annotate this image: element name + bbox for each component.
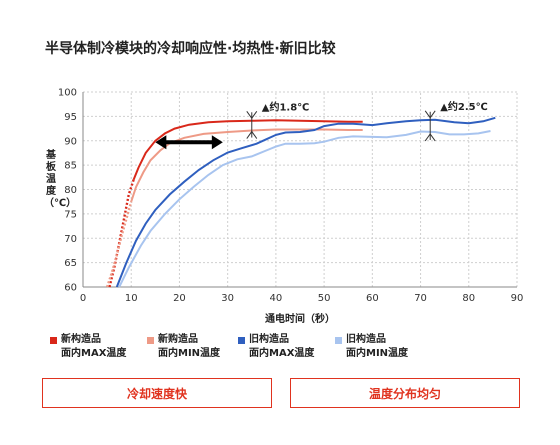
line-chart: 0 10 20 30 40 50 60 70 80 90 6065707580859095100 … xyxy=(58,88,524,326)
legend-label: 旧构造品面内MIN温度 xyxy=(346,333,408,361)
x-tick-label: 20 xyxy=(173,293,186,304)
difference-label: ▲约1.8℃ xyxy=(262,100,310,113)
legend-label-line2: 面内MIN温度 xyxy=(158,348,221,359)
y-axis-title: 基板温度（℃） xyxy=(44,150,77,209)
callout-cooling-speed: 冷却速度快 xyxy=(42,378,272,408)
difference-label: ▲约2.5℃ xyxy=(440,100,488,113)
difference-marker-bottom-arrow xyxy=(424,133,436,142)
legend-label-line2: 面内MIN温度 xyxy=(346,348,409,359)
series-line-4 xyxy=(118,130,491,288)
response-time-arrow xyxy=(155,135,223,150)
y-tick-labels: 60 65 70 75 80 85 90 95 100 xyxy=(58,88,77,294)
x-tick-label: 90 xyxy=(511,293,524,304)
x-tick-label: 30 xyxy=(221,293,234,304)
x-tick-label: 50 xyxy=(318,293,331,304)
legend-swatch xyxy=(50,337,57,344)
series-line-path xyxy=(118,130,491,288)
y-tick-label: 60 xyxy=(64,283,77,294)
x-tick-label: 0 xyxy=(80,293,86,304)
legend-label-line1: 旧构造品 xyxy=(346,334,386,345)
legend-label: 新构造品面内MAX温度 xyxy=(61,333,126,361)
x-tick-labels: 0 10 20 30 40 50 60 70 80 90 xyxy=(80,293,524,304)
legend-label-line1: 新构造品 xyxy=(61,334,101,345)
axes xyxy=(82,92,517,288)
x-tick-label: 40 xyxy=(270,293,283,304)
y-tick-label: 95 xyxy=(64,112,77,123)
response-time-arrow-left-head xyxy=(155,135,167,150)
difference-marker-top-arrow xyxy=(246,110,258,120)
y-tick-label: 90 xyxy=(64,136,77,147)
legend-label-line2: 面内MAX温度 xyxy=(249,348,315,359)
y-tick-label: 85 xyxy=(64,161,77,172)
x-axis-title: 通电时间（秒） xyxy=(265,312,335,325)
legend-swatch xyxy=(238,337,245,344)
legend-swatch xyxy=(147,337,154,344)
difference-marker-bottom-arrow xyxy=(246,130,258,139)
legend-label: 旧构造品面内MAX温度 xyxy=(249,333,314,361)
x-tick-label: 60 xyxy=(366,293,379,304)
x-tick-label: 70 xyxy=(414,293,427,304)
difference-marker-top-arrow xyxy=(424,110,436,119)
difference-marker-2: ▲约2.5℃ xyxy=(424,100,488,142)
series-line-1 xyxy=(108,119,363,288)
y-tick-label: 80 xyxy=(64,185,77,196)
y-tick-label: 75 xyxy=(64,209,77,220)
series-line-path xyxy=(115,116,496,288)
legend-label-line1: 旧构造品 xyxy=(249,334,289,345)
series-line-dotted-segment xyxy=(105,201,133,288)
y-tick-label: 65 xyxy=(64,258,77,269)
legend: 新构造品 面内MAX温度 新购造品 面内MIN温度 旧构造品 面内MAX温度 旧构造品 面内M… xyxy=(0,333,560,365)
x-tick-label: 10 xyxy=(125,293,138,304)
series-line-3 xyxy=(115,116,496,288)
response-time-arrow-right-head xyxy=(211,135,223,150)
legend-label-line2: 面内MAX温度 xyxy=(61,348,127,359)
x-tick-label: 80 xyxy=(462,293,475,304)
chart-title: 半导体制冷模块的冷却响应性·均热性·新旧比较 xyxy=(45,41,336,57)
callout-temperature-uniformity: 温度分布均匀 xyxy=(290,378,520,408)
difference-marker-1: ▲约1.8℃ xyxy=(246,100,310,139)
annotations: ▲约1.8℃ ▲约2.5℃ xyxy=(155,100,488,150)
series-lines xyxy=(105,116,496,288)
legend-label: 新购造品面内MIN温度 xyxy=(158,333,220,361)
series-line-solid-segment xyxy=(132,119,363,181)
y-tick-label: 100 xyxy=(58,88,77,99)
legend-swatch xyxy=(335,337,342,344)
legend-label-line1: 新购造品 xyxy=(158,334,198,345)
y-tick-label: 70 xyxy=(64,234,77,245)
